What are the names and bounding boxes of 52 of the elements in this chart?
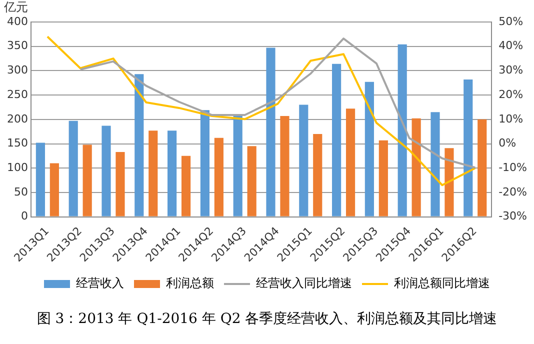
bar <box>68 120 78 216</box>
y-tick-label: 350 <box>6 39 28 52</box>
bar <box>313 134 322 216</box>
bar <box>102 126 111 216</box>
y2-tick-label: 30% <box>498 64 524 77</box>
y2-tick-label: 40% <box>498 39 524 52</box>
bar <box>214 138 224 216</box>
bar <box>332 64 342 216</box>
bar <box>464 79 473 216</box>
bar <box>233 116 242 216</box>
bar <box>181 156 191 216</box>
y2-tick-label: -10% <box>498 160 528 174</box>
y2-tick-label: 20% <box>498 88 524 101</box>
legend-label: 经营收入 <box>76 276 124 290</box>
bar <box>478 119 487 216</box>
bar <box>50 163 59 216</box>
y-tick-label: 400 <box>6 14 28 28</box>
text: 图 3：2013 年 Q1-2016 年 Q2 各季度经营收入、利润总额及其同比增速 <box>36 310 498 328</box>
bar <box>200 110 210 216</box>
bar <box>378 140 388 216</box>
y-tick-label: 300 <box>6 64 28 77</box>
bar <box>346 108 356 216</box>
bar <box>430 112 440 216</box>
y2-tick-label: 10% <box>498 112 524 126</box>
bar <box>148 130 158 216</box>
bar <box>280 116 290 216</box>
y-tick-label: 0 <box>20 210 28 223</box>
bar <box>398 44 407 216</box>
y-tick-label: 150 <box>6 136 28 150</box>
legend-label: 利润总额 <box>166 276 214 290</box>
bar <box>134 74 144 216</box>
y-tick-label: 100 <box>6 160 28 174</box>
legend-label: 利润总额同比增速 <box>394 276 490 290</box>
y-tick-label: 250 <box>6 88 28 101</box>
y-tick-label: 50 <box>14 185 28 198</box>
y-axis-title: 亿元 <box>3 0 28 14</box>
bar <box>266 48 276 216</box>
bar <box>247 146 256 216</box>
bar <box>444 148 454 216</box>
bar <box>36 142 45 216</box>
bar <box>168 130 177 216</box>
bar <box>82 144 92 216</box>
bar <box>412 118 421 216</box>
bar <box>299 104 308 216</box>
y2-tick-label: 50% <box>498 14 524 28</box>
bar <box>364 82 374 216</box>
y2-tick-label: -20% <box>498 185 528 198</box>
y2-tick-label: -30% <box>498 210 528 223</box>
bar <box>116 152 125 216</box>
y-tick-label: 200 <box>6 112 28 126</box>
y2-tick-label: 0% <box>498 136 516 150</box>
legend-label: 经营收入同比增速 <box>256 276 352 290</box>
